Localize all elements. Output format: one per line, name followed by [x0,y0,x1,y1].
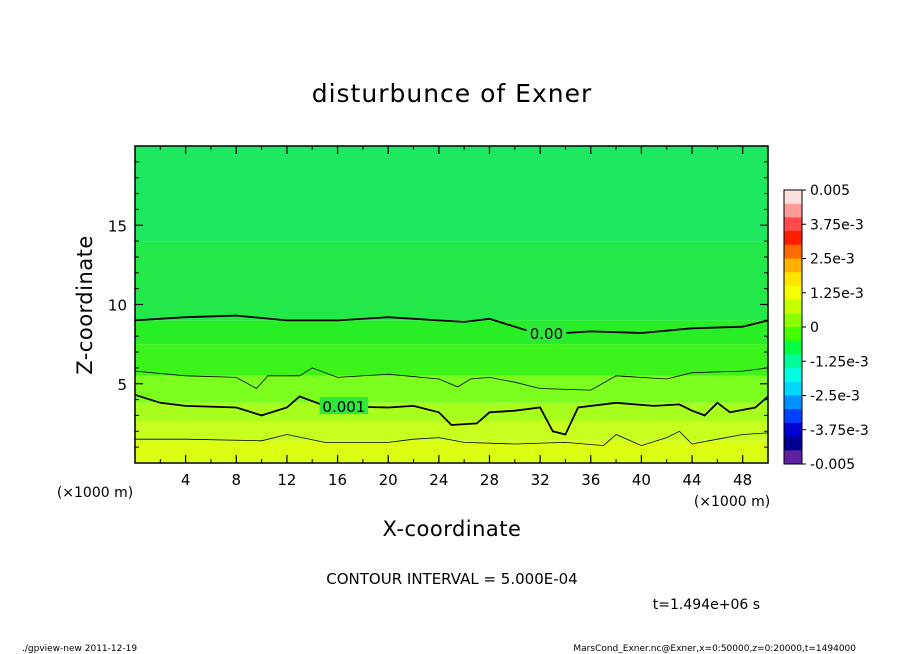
colorbar-swatch-9 [784,313,802,328]
fill-band-7 [135,146,768,242]
x-tick-label-10: 44 [682,471,701,489]
colorbar-swatch-4 [784,244,802,259]
fill-band-5 [135,320,768,345]
fill-band-3 [135,375,768,403]
fill-band-4 [135,344,768,376]
fill-band-0 [135,440,768,463]
x-tick-label-4: 20 [379,471,398,489]
colorbar-label-0: 0.005 [810,183,850,199]
contour-line-1 [134,367,769,391]
colorbar-label-8: -0.005 [810,457,855,473]
colorbar-swatch-14 [784,381,802,396]
contour-label-bg-1 [319,396,369,414]
colorbar: 0.005 3.75e-3 2.5e-3 1.25e-3 0 -1.25e-3 -2.5e-… [783,183,869,473]
contour-lines [134,314,769,447]
chart-title: disturbunce of Exner [312,79,593,108]
x-axis-unit: (×1000 m) [694,494,770,510]
colorbar-label-5: -1.25e-3 [810,354,869,370]
colorbar-label-4: 0 [810,320,819,336]
x-tick-label-8: 36 [581,471,600,489]
contour-labels: 0.00 0.001 [319,324,567,416]
footer-right: MarsCond_Exner.nc@Exner,x=0:50000,z=0:20… [573,644,856,654]
colorbar-swatch-13 [784,368,802,383]
contour-interval-note: CONTOUR INTERVAL = 5.000E-04 [326,570,577,588]
contour-line-3 [135,430,769,447]
contour-line-0 [134,314,769,336]
colorbar-swatch-5 [784,258,802,273]
time-label: t=1.494e+06 s [653,597,760,613]
footer-left: ./gpview-new 2011-12-19 [22,644,137,654]
x-tick-label-7: 32 [531,471,550,489]
y-tick-label-1: 10 [108,297,127,315]
filled-contours [135,146,768,463]
colorbar-swatch-12 [784,354,802,369]
x-tick-label-2: 12 [277,471,296,489]
contour-line-2 [134,393,769,436]
contour-label-1: 0.001 [322,398,365,416]
colorbar-swatch-0 [784,190,802,205]
y-tick-label-0: 5 [117,376,127,394]
colorbar-swatch-11 [784,340,802,355]
contour-label-bg-0 [526,324,567,342]
y-tick-label-2: 15 [108,217,127,235]
x-axis-ticks: 4 8 12 16 20 24 28 32 36 40 44 48 [159,146,752,489]
x-tick-label-9: 40 [632,471,651,489]
fill-band-6 [135,241,768,321]
x-tick-label-6: 28 [480,471,499,489]
colorbar-swatch-8 [784,299,802,314]
colorbar-label-1: 3.75e-3 [810,217,864,233]
x-tick-label-5: 24 [429,471,448,489]
colorbar-swatch-1 [784,203,802,218]
y-axis-unit: (×1000 m) [57,485,133,501]
x-tick-label-0: 4 [181,471,191,489]
colorbar-swatch-16 [784,409,802,424]
colorbar-swatch-18 [784,436,802,451]
colorbar-label-2: 2.5e-3 [810,252,855,268]
x-tick-label-11: 48 [733,471,752,489]
fill-band-2 [135,402,768,422]
x-tick-label-3: 16 [328,471,347,489]
y-axis-title: Z-coordinate [73,235,97,375]
colorbar-swatch-6 [784,272,802,287]
colorbar-label-7: -3.75e-3 [810,423,869,439]
colorbar-swatch-19 [784,450,802,465]
colorbar-swatch-3 [784,231,802,246]
colorbar-swatch-15 [784,395,802,410]
colorbar-label-3: 1.25e-3 [810,286,864,302]
x-tick-label-1: 8 [232,471,242,489]
x-axis-title: X-coordinate [383,517,522,541]
colorbar-swatch-7 [784,285,802,301]
colorbar-label-6: -2.5e-3 [810,389,860,405]
colorbar-swatch-10 [784,327,802,342]
contour-label-0: 0.00 [530,325,563,343]
colorbar-swatch-17 [784,422,802,438]
colorbar-swatch-2 [784,217,802,232]
y-axis-ticks: 5 10 15 [108,161,768,448]
